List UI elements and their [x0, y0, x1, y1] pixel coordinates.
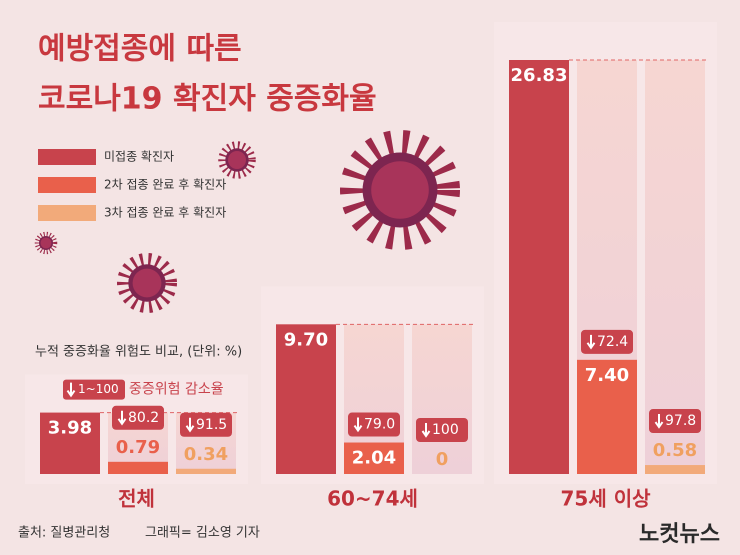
legend-swatch — [38, 149, 96, 165]
bar — [40, 412, 100, 474]
down-arrow — [421, 423, 431, 438]
logo: 노컷뉴스 — [639, 522, 720, 547]
reduction-box — [581, 329, 633, 354]
down-arrow — [66, 382, 76, 398]
value-label: 0.79 — [116, 437, 160, 458]
bar-track — [412, 324, 472, 474]
x-tick-label: 60~74세 — [327, 487, 418, 511]
value-label: 0.34 — [184, 444, 228, 465]
reduction-box — [416, 418, 468, 442]
bar-track — [645, 60, 705, 474]
legend-label: 미접종 확진자 — [104, 150, 174, 164]
bar — [344, 442, 404, 474]
down-arrow — [353, 417, 363, 433]
bar — [645, 465, 705, 474]
key-text: 중증위험 감소율 — [129, 382, 224, 398]
reduction-label: 97.8 — [665, 413, 696, 429]
reduction-box — [649, 409, 701, 434]
reduction-label: 80.2 — [128, 410, 159, 426]
value-label: 2.04 — [352, 448, 396, 469]
reduction-box — [180, 412, 232, 437]
reduction-label: 100 — [432, 422, 459, 438]
subtitle: 누적 중증화율 위험도 비교, (단위: %) — [35, 345, 242, 360]
bar — [577, 359, 637, 474]
legend-label: 3차 접종 완료 후 확진자 — [104, 206, 226, 220]
legend-label: 2차 접종 완료 후 확진자 — [104, 178, 226, 192]
down-arrow — [117, 410, 127, 426]
legend-swatch — [38, 177, 96, 193]
reduction-box — [348, 412, 400, 437]
chart-title: 코로나19 확진자 중증화율 — [38, 82, 377, 117]
down-arrow — [654, 414, 664, 429]
value-label: 26.83 — [511, 65, 568, 86]
down-arrow — [586, 334, 596, 350]
key-label: 1~100 — [78, 382, 119, 396]
credit: 그래픽= 김소영 기자 — [145, 526, 260, 541]
value-label: 7.40 — [585, 365, 629, 386]
reduction-label: 79.0 — [364, 417, 395, 433]
x-tick-label: 75세 이상 — [561, 487, 652, 511]
bar — [108, 461, 168, 474]
source: 출처: 질병관리청 — [18, 526, 110, 541]
value-label: 3.98 — [48, 418, 92, 439]
value-label: 9.70 — [284, 329, 328, 350]
down-arrow — [185, 417, 195, 433]
chart-title: 예방접종에 따른 — [38, 32, 242, 67]
reduction-label: 72.4 — [597, 334, 628, 350]
bar — [276, 324, 336, 474]
value-label: 0 — [436, 449, 449, 470]
bar — [509, 60, 569, 474]
legend-swatch — [38, 205, 96, 221]
reduction-label: 91.5 — [196, 417, 227, 433]
bar — [176, 468, 236, 474]
reduction-box — [112, 405, 164, 430]
key-box — [63, 379, 125, 400]
value-label: 0.58 — [653, 440, 697, 461]
x-tick-label: 전체 — [118, 487, 155, 511]
